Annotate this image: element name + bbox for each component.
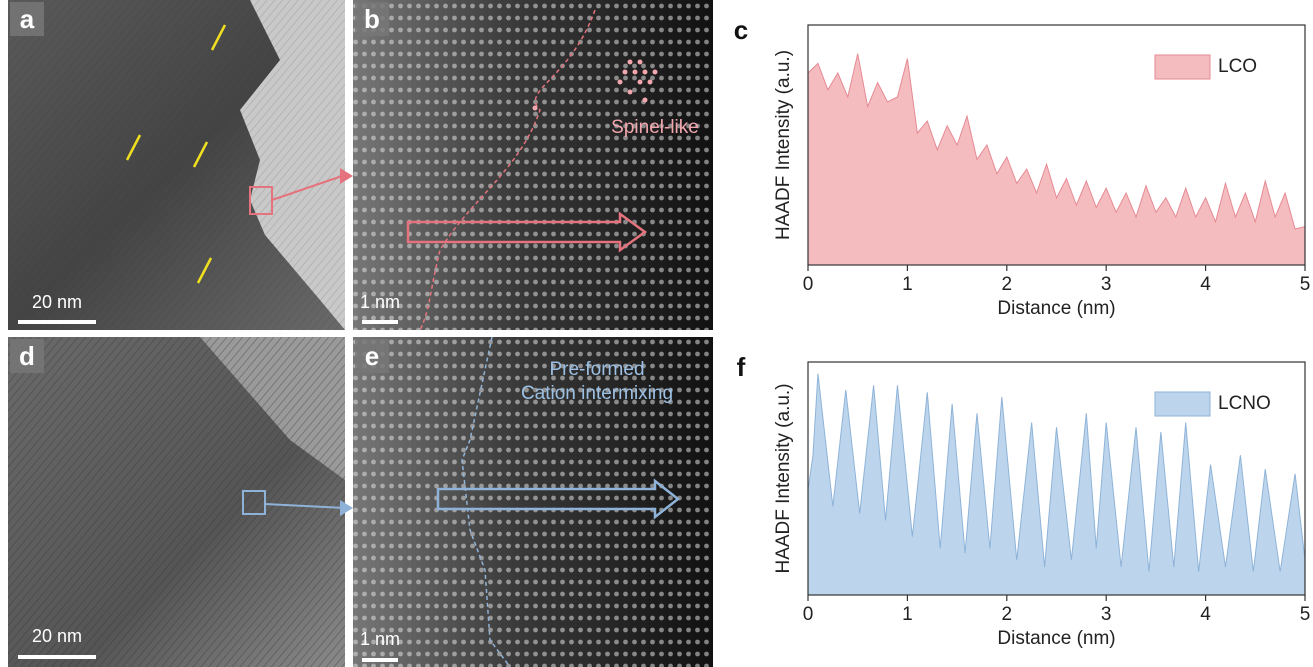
x-axis-label: Distance (nm) [997, 628, 1115, 649]
x-tick-label: 5 [1300, 604, 1311, 625]
panel-label-box [10, 2, 44, 36]
x-tick-label: 2 [1002, 274, 1013, 295]
panel-e-image [353, 336, 713, 667]
x-tick-label: 3 [1101, 604, 1112, 625]
area [807, 53, 1306, 266]
annotation: Pre-formed [549, 359, 644, 380]
scale-bar-label: 1 nm [360, 292, 400, 312]
panel-label: a [20, 4, 35, 34]
scale-bar-label: 1 nm [360, 629, 400, 649]
panel-label-box [10, 339, 44, 373]
panel-d-image [8, 337, 346, 667]
panel-label: f [737, 352, 746, 382]
x-tick-label: 4 [1200, 604, 1211, 625]
panel-label: e [365, 341, 379, 371]
legend-swatch [1154, 54, 1211, 80]
x-tick-label: 3 [1101, 274, 1112, 295]
scale-bar-label: 20 nm [32, 626, 82, 646]
x-tick-label: 1 [902, 274, 913, 295]
legend-label: LCNO [1218, 393, 1271, 414]
panel-label-box [355, 2, 389, 36]
arrow-head [340, 168, 353, 184]
x-tick-label: 4 [1200, 274, 1211, 295]
panel-label: c [734, 15, 748, 45]
y-axis-label: HAADF Intensity (a.u.) [773, 50, 794, 240]
plot-frame [807, 361, 1306, 596]
legend-swatch [1154, 391, 1211, 417]
annotation: Spinel-like [611, 117, 699, 138]
x-tick-label: 0 [803, 274, 814, 295]
panel-label: d [19, 341, 35, 371]
area [807, 373, 1306, 596]
plot-frame [807, 24, 1306, 266]
panel-label: b [364, 4, 380, 34]
x-tick-label: 0 [803, 604, 814, 625]
panel-a-image [8, 0, 346, 330]
x-tick-label: 5 [1300, 274, 1311, 295]
annotation: Cation intermixing [521, 383, 673, 404]
panel-label-box [355, 339, 389, 373]
panel-b-image [353, 0, 713, 331]
arrow-head [340, 500, 353, 516]
legend-label: LCO [1218, 56, 1257, 77]
scale-bar-label: 20 nm [32, 292, 82, 312]
y-axis-label: HAADF Intensity (a.u.) [773, 383, 794, 573]
x-axis-label: Distance (nm) [997, 298, 1115, 319]
x-tick-label: 1 [902, 604, 913, 625]
x-tick-label: 2 [1002, 604, 1013, 625]
